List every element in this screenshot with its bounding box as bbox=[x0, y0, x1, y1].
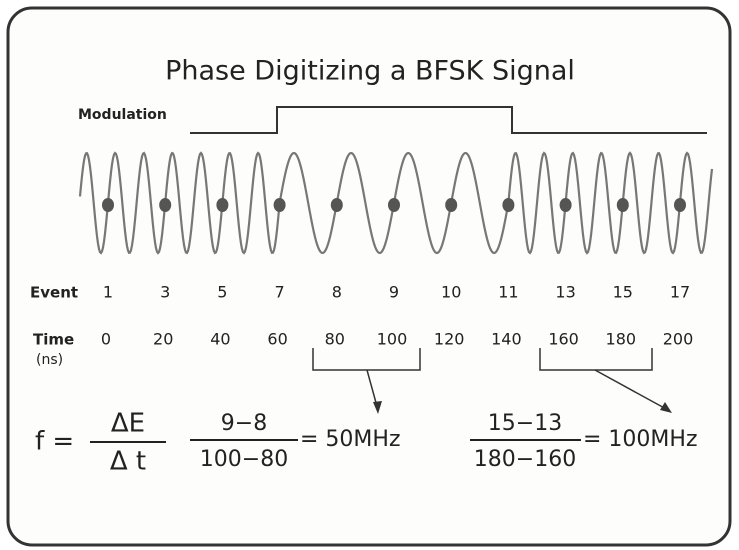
example-denominator: 180−160 bbox=[474, 447, 576, 472]
event-number: 7 bbox=[275, 283, 285, 302]
example-numerator: 9−8 bbox=[221, 411, 267, 436]
event-number: 5 bbox=[217, 283, 227, 302]
event-number: 15 bbox=[613, 283, 633, 302]
arrow-head bbox=[660, 402, 672, 413]
sample-dot bbox=[102, 198, 114, 212]
formula-numerator: ΔE bbox=[111, 409, 145, 439]
time-unit: (ns) bbox=[36, 352, 63, 368]
event-number: 1 bbox=[103, 283, 113, 302]
sample-dots bbox=[102, 198, 686, 212]
time-value: 180 bbox=[606, 330, 637, 349]
time-value: 140 bbox=[491, 330, 522, 349]
example-result: = 100MHz bbox=[583, 427, 698, 452]
sample-dot bbox=[674, 198, 686, 212]
example-denominator: 100−80 bbox=[200, 447, 288, 472]
sample-dot bbox=[388, 198, 400, 212]
arrow bbox=[594, 369, 669, 411]
event-number: 11 bbox=[498, 283, 518, 302]
example-result: = 50MHz bbox=[300, 427, 401, 452]
formula-denominator: Δ t bbox=[110, 447, 146, 477]
event-label: Event bbox=[30, 284, 78, 302]
time-value: 200 bbox=[663, 330, 694, 349]
event-number: 9 bbox=[389, 283, 399, 302]
event-number: 10 bbox=[441, 283, 461, 302]
sample-dot bbox=[616, 198, 629, 212]
sample-dot bbox=[559, 198, 572, 212]
modulation-label: Modulation bbox=[78, 107, 167, 123]
time-value: 120 bbox=[434, 330, 465, 349]
time-value: 40 bbox=[210, 330, 230, 349]
formula-lhs: f = bbox=[35, 427, 74, 457]
columns: 1 3 5 7 8 9 10 11 13 15 170 20 40 60 80 100 120 140 160 180… bbox=[101, 283, 693, 349]
time-label: Time bbox=[33, 331, 74, 349]
sample-dot bbox=[330, 198, 343, 212]
time-value: 0 bbox=[101, 330, 111, 349]
modulation-line bbox=[190, 106, 707, 134]
arrow-head bbox=[373, 401, 382, 414]
signal-wave bbox=[78, 151, 714, 255]
time-value: 160 bbox=[548, 330, 579, 349]
sample-dot bbox=[502, 198, 515, 212]
bracket bbox=[312, 348, 421, 371]
event-number: 8 bbox=[332, 283, 342, 302]
sample-dot bbox=[445, 198, 458, 212]
title: Phase Digitizing a BFSK Signal bbox=[165, 56, 575, 87]
sample-dot bbox=[159, 198, 172, 212]
frame bbox=[6, 6, 732, 547]
time-value: 100 bbox=[377, 330, 408, 349]
example-numerator: 15−13 bbox=[488, 411, 562, 436]
time-value: 80 bbox=[325, 330, 345, 349]
time-value: 20 bbox=[153, 330, 173, 349]
event-number: 3 bbox=[160, 283, 170, 302]
event-number: 17 bbox=[670, 283, 690, 302]
sample-dot bbox=[273, 198, 286, 212]
sample-dot bbox=[216, 198, 229, 212]
time-value: 60 bbox=[267, 330, 287, 349]
event-number: 13 bbox=[555, 283, 575, 302]
